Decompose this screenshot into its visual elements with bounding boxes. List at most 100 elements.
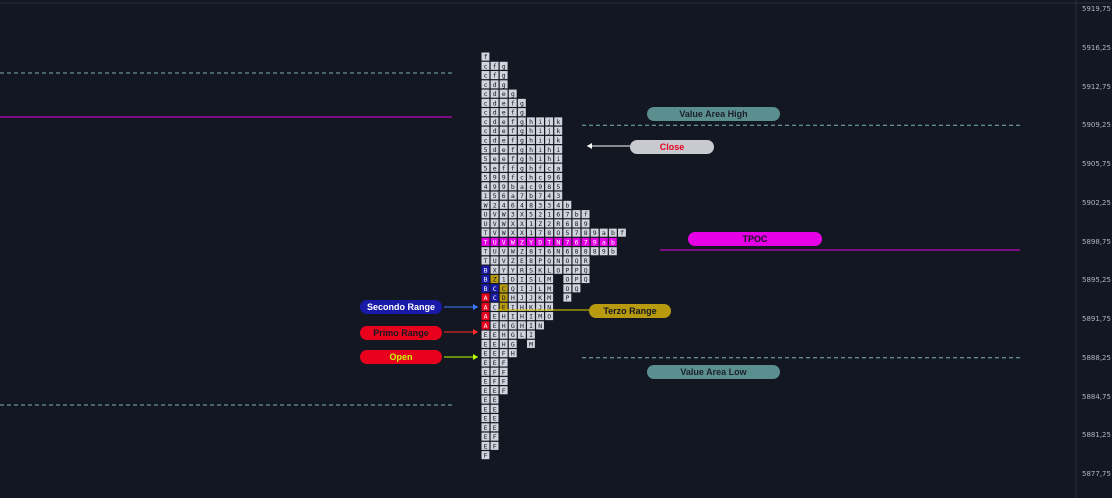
tpo-cell <box>581 210 590 219</box>
tpo-cell <box>490 265 499 274</box>
tpo-cell <box>490 274 499 284</box>
tpo-cell <box>499 284 508 293</box>
tpo-cell-letter: b <box>611 229 615 237</box>
tpo-cell-letter: f <box>511 137 515 145</box>
tpo-cell <box>508 265 517 274</box>
price-tick-label: 5884,75 <box>1082 392 1111 401</box>
tpo-cell-letter: L <box>538 276 542 284</box>
tpo-cell-letter: I <box>520 285 524 293</box>
tpo-cell <box>499 302 508 311</box>
tpo-cell-letter: f <box>511 164 515 172</box>
tpo-cell <box>481 210 490 219</box>
price-tick-label: 5877,75 <box>1082 470 1111 478</box>
tpo-cell <box>490 126 499 135</box>
tpo-cell <box>481 339 490 348</box>
tpo-cell <box>490 219 499 228</box>
price-tick-label: 5905,75 <box>1082 160 1111 168</box>
tpo-cell <box>481 274 490 284</box>
tpo-cell <box>554 182 563 191</box>
tpo-cell <box>536 117 544 126</box>
tpo-cell-letter: 5 <box>484 146 488 154</box>
tpo-cell-letter: E <box>484 340 488 348</box>
tpo-cell <box>481 80 490 89</box>
tpo-cell-letter: e <box>502 118 506 126</box>
tpo-cell-letter: F <box>493 433 497 441</box>
tpo-cell <box>499 312 508 321</box>
tpo-cell <box>481 265 490 274</box>
tpo-cell <box>536 247 544 256</box>
tpo-cell-letter: 6 <box>565 220 569 228</box>
tpo-cell-letter: S <box>529 266 533 274</box>
tpo-cell-letter: W <box>484 201 488 209</box>
tpo-cell <box>536 173 544 182</box>
tpo-cell <box>572 256 581 265</box>
tpo-cell <box>527 200 535 209</box>
tpo-cell <box>499 191 508 200</box>
tpo-cell-letter: h <box>547 155 551 163</box>
tpo-cell-letter: e <box>502 137 506 145</box>
tpo-cell-letter: e <box>502 146 506 154</box>
tpo-cell-letter: a <box>556 164 560 172</box>
tpo-cell <box>499 145 508 154</box>
tpo-cell <box>618 228 626 237</box>
tpo-cell <box>554 154 563 163</box>
tpo-cell-letter: Z <box>538 220 542 228</box>
tpo-cell <box>508 321 517 330</box>
tpo-cell-letter: b <box>611 248 615 256</box>
tpo-cell <box>490 441 499 450</box>
tpo-cell <box>536 219 544 228</box>
tpo-cell-letter: E <box>520 257 524 265</box>
tpo-cell <box>554 163 563 172</box>
tpo-cell <box>490 321 499 330</box>
tpo-cell-letter: i <box>538 118 542 126</box>
tpo-cell <box>527 145 535 154</box>
tpo-cell-letter: C <box>493 285 497 293</box>
tpo-cell <box>545 302 554 311</box>
tpo-cell-letter: I <box>529 322 533 330</box>
tpo-cell-letter: J <box>529 294 533 302</box>
tpo-cell-letter: P <box>565 294 569 302</box>
tpo-cell-letter: P <box>565 266 569 274</box>
tpo-cell <box>490 108 499 117</box>
tpo-cell-letter: f <box>511 109 515 117</box>
tpo-cell <box>554 219 563 228</box>
tpo-cell <box>481 52 490 61</box>
tpo-cell <box>481 284 490 293</box>
tpo-cell-letter: 5 <box>484 164 488 172</box>
tpo-cell-letter: 8 <box>584 248 588 256</box>
tpo-cell-letter: d <box>493 127 497 135</box>
tpo-cell-letter: R <box>556 220 560 228</box>
tpo-cell-letter: I <box>529 331 533 339</box>
tpo-cell <box>563 200 572 209</box>
tpo-cell-letter: A <box>484 303 488 311</box>
tpo-cell-letter: Z <box>520 238 524 246</box>
tpo-cell <box>545 210 554 219</box>
tpo-cell-letter: E <box>484 359 488 367</box>
tpo-cell-letter: Z <box>511 257 515 265</box>
tpo-cell-letter: 7 <box>520 192 524 200</box>
tpo-cell <box>499 98 508 107</box>
tpo-cell-letter: c <box>484 137 488 145</box>
tpo-cell-letter: W <box>511 238 515 246</box>
tpo-cell-letter: 5 <box>565 229 569 237</box>
tpo-cell-letter: a <box>520 183 524 191</box>
tpo-cell-letter: E <box>484 331 488 339</box>
tpo-cell <box>545 284 554 293</box>
tpo-cell <box>554 228 563 237</box>
tpo-cell <box>481 404 490 413</box>
tpo-cell-letter: I <box>511 313 515 321</box>
tpo-cell-letter: 7 <box>565 238 569 246</box>
tpo-cell-letter: J <box>520 294 524 302</box>
tpo-cell-letter: 8 <box>529 257 533 265</box>
tpo-cell <box>490 191 499 200</box>
tpo-cell <box>545 237 554 246</box>
tpo-cell-letter: M <box>538 313 542 321</box>
tpo-cell-letter: 5 <box>484 174 488 182</box>
tpo-cell <box>554 247 563 256</box>
tpo-cell-letter: I <box>511 303 515 311</box>
tpo-cell <box>481 330 490 339</box>
tpo-cell-letter: R <box>584 257 588 265</box>
tpo-cell <box>490 228 499 237</box>
tpo-cell <box>481 451 490 460</box>
tpo-cell-letter: f <box>511 174 515 182</box>
